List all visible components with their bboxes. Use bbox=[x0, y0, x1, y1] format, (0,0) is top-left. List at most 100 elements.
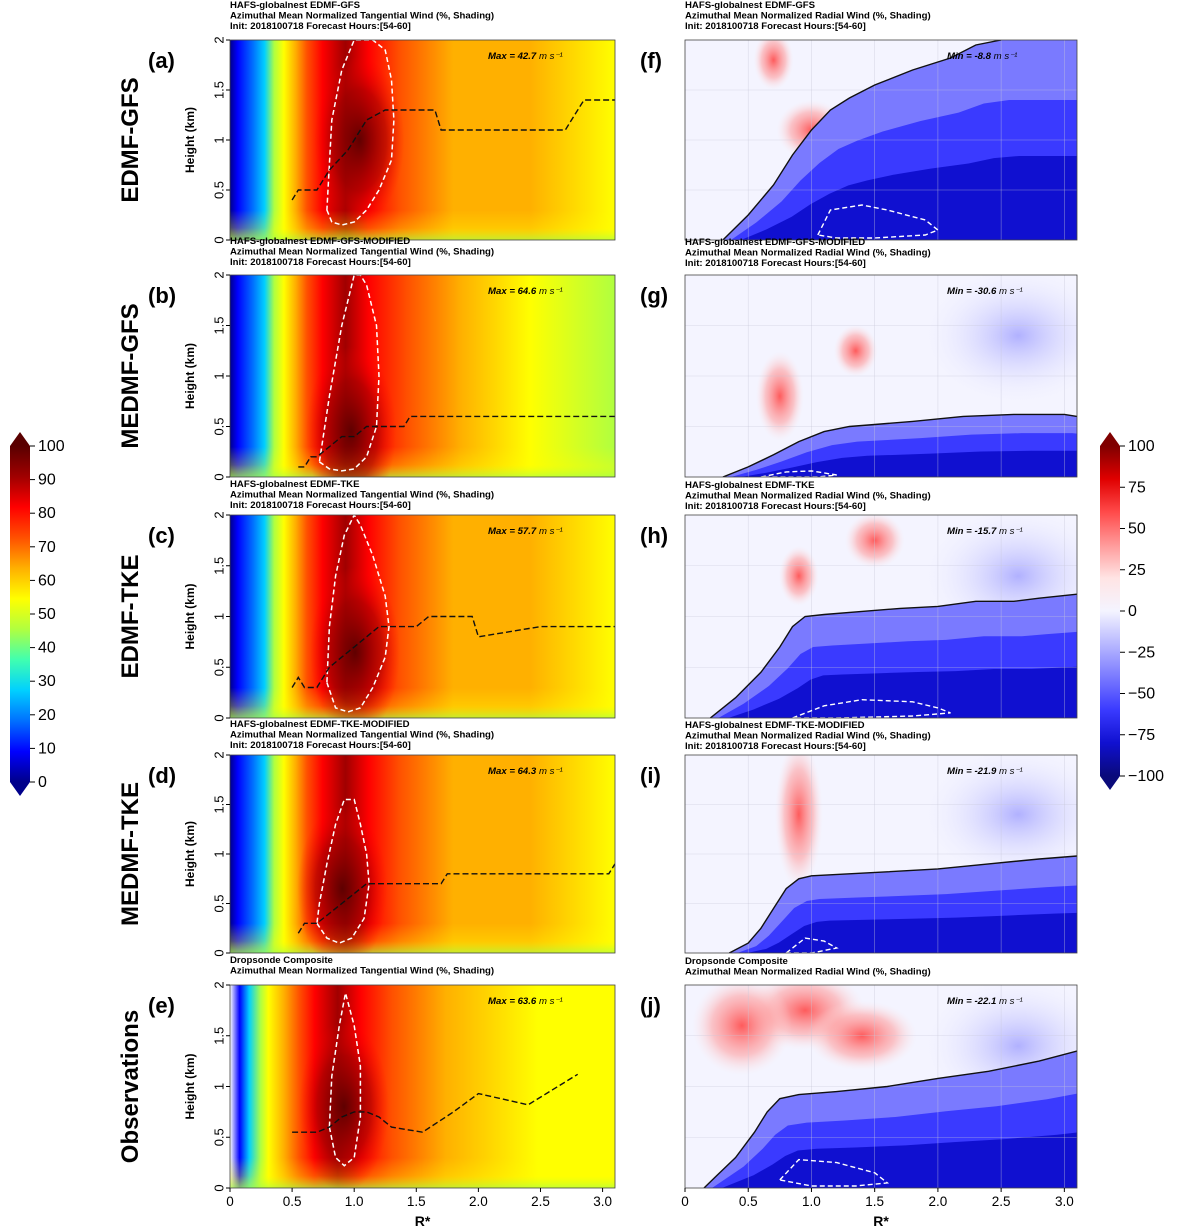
contour-90-percent bbox=[326, 40, 395, 226]
panel-title-line: Azimuthal Mean Normalized Radial Wind (%… bbox=[685, 248, 931, 259]
x-tick-label: 2.0 bbox=[469, 1194, 488, 1209]
outflow-region bbox=[755, 351, 804, 442]
x-axis-label: R* bbox=[415, 1213, 431, 1226]
colorbar-arrow-bottom bbox=[1100, 776, 1120, 790]
outflow-weak bbox=[920, 755, 1077, 884]
colorbar-gradient bbox=[1100, 446, 1120, 776]
colorbar-tick-label: −50 bbox=[1128, 686, 1155, 703]
rmw-line bbox=[292, 1073, 579, 1133]
heatmap-panel-radial bbox=[685, 755, 1077, 953]
extreme-annotation: Max = 57.7 m s⁻¹ bbox=[488, 526, 563, 537]
y-tick-label: 1.5 bbox=[211, 795, 226, 813]
x-tick-label: 1.5 bbox=[407, 1194, 426, 1209]
panel-letter: (c) bbox=[148, 523, 175, 548]
inflow-max bbox=[721, 1130, 1077, 1188]
extreme-annotation: Min = -8.8 m s⁻¹ bbox=[947, 51, 1017, 62]
surface-gradient bbox=[230, 275, 615, 477]
colorbar-tick-label: 75 bbox=[1128, 479, 1146, 496]
y-tick-label: 0 bbox=[211, 236, 226, 243]
colorbar-tick-label: −25 bbox=[1128, 644, 1155, 661]
colorbar-gradient bbox=[10, 446, 30, 782]
inflow-max bbox=[740, 450, 1077, 477]
x-tick-label: 1.0 bbox=[345, 1194, 364, 1209]
x-tick-label: 2.5 bbox=[531, 1194, 550, 1209]
y-tick-label: 0 bbox=[211, 949, 226, 956]
colorbar-radial: 100 75 50 25 0 −25 −50 −75 −100 bbox=[1100, 432, 1164, 790]
extreme-annotation: Max = 64.3 m s⁻¹ bbox=[488, 766, 563, 777]
rmw-line bbox=[291, 615, 615, 689]
panel-letter: (a) bbox=[148, 48, 175, 73]
y-tick-label: 0.5 bbox=[211, 894, 226, 912]
y-tick-label: 2 bbox=[211, 981, 226, 988]
panel-title-line: Dropsonde Composite bbox=[685, 956, 788, 967]
y-tick-label: 0.5 bbox=[211, 417, 226, 435]
panel-letter: (g) bbox=[640, 283, 668, 308]
y-tick-label: 1 bbox=[211, 372, 226, 379]
panel-letter: (f) bbox=[640, 48, 662, 73]
surface-gradient bbox=[230, 40, 615, 240]
surface-gradient bbox=[230, 515, 615, 718]
inflow-contour bbox=[760, 470, 837, 477]
surface-gradient bbox=[230, 755, 615, 953]
wind-core bbox=[299, 1021, 390, 1188]
inflow-contour bbox=[778, 1158, 890, 1187]
panel-title-line: Init: 2018100718 Forecast Hours:[54-60] bbox=[230, 740, 411, 751]
panel-letter: (j) bbox=[640, 993, 661, 1018]
row-label: MEDMF-GFS bbox=[117, 303, 144, 448]
outflow-weak bbox=[920, 275, 1077, 407]
zero-contour bbox=[722, 40, 1002, 240]
x-tick-label: 2.0 bbox=[929, 1194, 948, 1209]
panel-title-line: Init: 2018100718 Forecast Hours:[54-60] bbox=[230, 500, 411, 511]
panel-title-line: HAFS-globalnest EDMF-TKE-MODIFIED bbox=[685, 720, 865, 731]
x-tick-label: 1.5 bbox=[865, 1194, 884, 1209]
panel-title-line: Init: 2018100718 Forecast Hours:[54-60] bbox=[685, 501, 866, 512]
colorbar-arrow-bottom bbox=[10, 782, 30, 796]
rmw-line bbox=[297, 863, 615, 934]
y-tick-label: 0 bbox=[211, 1184, 226, 1191]
y-axis-label: Height (km) bbox=[183, 107, 197, 173]
rmw-line bbox=[298, 415, 615, 468]
rmw-line bbox=[291, 99, 615, 201]
panel-title-line: Azimuthal Mean Normalized Radial Wind (%… bbox=[685, 491, 931, 502]
panel-frame bbox=[684, 984, 1078, 1189]
zero-contour bbox=[728, 855, 1077, 953]
y-tick-label: 1 bbox=[211, 1083, 226, 1090]
panel-title-line: HAFS-globalnest EDMF-TKE bbox=[230, 479, 360, 490]
y-axis-label: Height (km) bbox=[183, 821, 197, 887]
panel-title-line: HAFS-globalnest EDMF-GFS bbox=[230, 0, 361, 11]
panel-frame bbox=[684, 39, 1078, 241]
panel-letter: (e) bbox=[148, 993, 175, 1018]
colorbar-tick-label: 0 bbox=[1128, 603, 1137, 620]
colorbar-tick-label: 70 bbox=[38, 539, 56, 556]
y-tick-label: 1.5 bbox=[211, 316, 226, 334]
colorbar-tick-label: 100 bbox=[38, 438, 65, 455]
y-axis-label: Height (km) bbox=[183, 1053, 197, 1119]
y-tick-label: 0.5 bbox=[211, 1128, 226, 1146]
inflow-contour bbox=[792, 698, 951, 718]
panel-title-line: Init: 2018100718 Forecast Hours:[54-60] bbox=[230, 257, 411, 268]
colorbar-tick-label: 60 bbox=[38, 572, 56, 589]
colorbar-arrow-top bbox=[10, 432, 30, 446]
heatmap-panel-tangential bbox=[230, 515, 615, 718]
extreme-annotation: Min = -15.7 m s⁻¹ bbox=[947, 526, 1023, 537]
panel-letter: (i) bbox=[640, 763, 661, 788]
wind-core bbox=[297, 805, 388, 953]
panel-title-line: Dropsonde Composite bbox=[230, 955, 333, 966]
colorbar-tick-label: 25 bbox=[1128, 562, 1146, 579]
y-tick-label: 1.5 bbox=[211, 1027, 226, 1045]
contour-90-percent bbox=[318, 275, 380, 472]
panel-title-line: Azimuthal Mean Normalized Tangential Win… bbox=[230, 966, 494, 977]
wind-core bbox=[310, 566, 401, 718]
panel-title-line: Init: 2018100718 Forecast Hours:[54-60] bbox=[685, 258, 866, 269]
panel-frame bbox=[684, 514, 1078, 719]
panel-letter: (b) bbox=[148, 283, 176, 308]
colorbar-arrow-top bbox=[1100, 432, 1120, 446]
row-label: EDMF-TKE bbox=[117, 555, 144, 679]
y-tick-label: 1 bbox=[211, 850, 226, 857]
y-tick-label: 0 bbox=[211, 714, 226, 721]
y-tick-label: 1.5 bbox=[211, 557, 226, 575]
extreme-annotation: Max = 63.6 m s⁻¹ bbox=[488, 996, 563, 1007]
extreme-annotation: Min = -21.9 m s⁻¹ bbox=[947, 766, 1023, 777]
colorbar-tick-label: 100 bbox=[1128, 438, 1155, 455]
colorbar-tick-label: 10 bbox=[38, 740, 56, 757]
